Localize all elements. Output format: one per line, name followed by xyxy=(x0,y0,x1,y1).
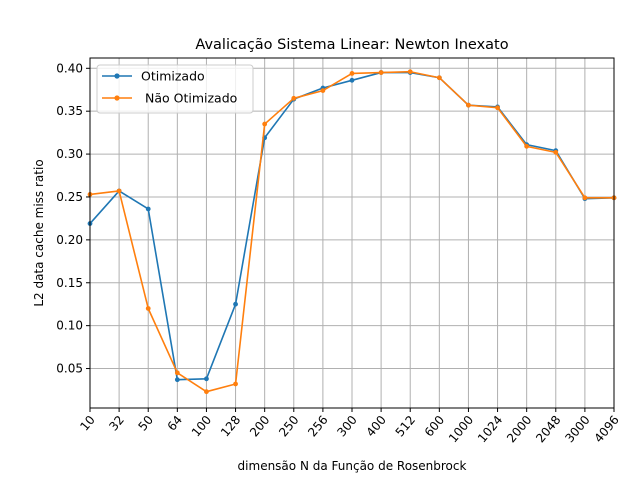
data-point-nao-otimizado xyxy=(582,195,588,201)
y-tick-label: 0.15 xyxy=(56,276,83,290)
x-axis-label: dimensão N da Função de Rosenbrock xyxy=(238,459,467,473)
legend-entry-otimizado: Otimizado xyxy=(102,69,205,84)
y-tick-label: 0.20 xyxy=(56,233,83,247)
data-point-nao-otimizado xyxy=(466,102,471,108)
data-point-nao-otimizado xyxy=(349,71,355,76)
data-point-nao-otimizado xyxy=(174,370,180,376)
legend-box xyxy=(96,64,254,114)
data-point-otimizado xyxy=(233,301,238,307)
data-point-nao-otimizado xyxy=(262,121,268,127)
data-point-nao-otimizado xyxy=(204,389,209,395)
legend-entry-nao-otimizado: Não Otimizado xyxy=(102,91,237,106)
legend-marker-nao-otimizado xyxy=(114,95,120,101)
data-point-nao-otimizado xyxy=(553,149,559,155)
data-point-nao-otimizado xyxy=(436,75,442,81)
data-point-nao-otimizado xyxy=(320,88,326,93)
data-point-nao-otimizado xyxy=(116,188,122,194)
y-tick-label: 0.30 xyxy=(56,147,83,161)
grid-lines xyxy=(89,58,615,408)
legend-marker-otimizado xyxy=(114,73,120,79)
y-axis-label: L2 data cache miss ratio xyxy=(32,159,46,306)
data-point-nao-otimizado xyxy=(233,381,238,387)
data-point-otimizado xyxy=(204,376,209,382)
y-tick-label: 0.40 xyxy=(56,61,83,75)
data-point-nao-otimizado xyxy=(495,105,500,111)
chart-title: Avalicação Sistema Linear: Newton Inexat… xyxy=(195,37,508,53)
data-point-otimizado xyxy=(349,77,355,83)
legend-label-otimizado: Otimizado xyxy=(141,69,205,84)
y-tick-label: 0.35 xyxy=(56,104,83,118)
legend: Otimizado Não Otimizado xyxy=(96,64,254,114)
data-point-nao-otimizado xyxy=(378,70,384,75)
data-point-otimizado xyxy=(174,377,180,383)
data-point-nao-otimizado xyxy=(291,95,297,101)
legend-label-nao-otimizado: Não Otimizado xyxy=(141,91,237,106)
y-tick-label: 0.25 xyxy=(56,190,83,204)
plot-area xyxy=(87,69,617,395)
data-point-nao-otimizado xyxy=(145,306,151,311)
y-tick-label: 0.10 xyxy=(56,319,83,333)
data-point-nao-otimizado xyxy=(407,69,413,75)
y-tick-label: 0.05 xyxy=(56,362,83,376)
data-point-nao-otimizado xyxy=(524,143,530,149)
data-point-otimizado xyxy=(145,206,151,212)
